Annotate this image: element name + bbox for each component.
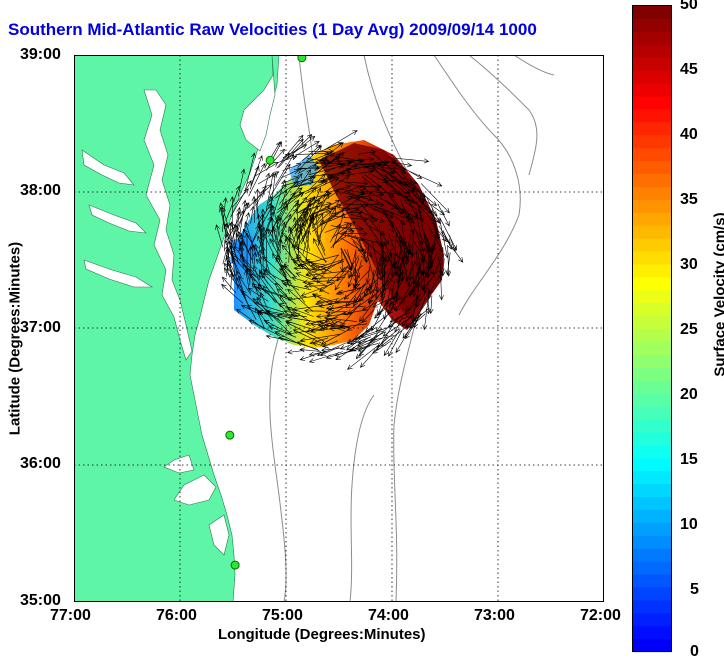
colorbar-cell xyxy=(633,199,672,213)
colorbar-tick: 20 xyxy=(680,386,698,404)
colorbar-cell xyxy=(633,509,672,523)
colorbar-cell xyxy=(633,238,672,252)
y-tick: 39:00 xyxy=(20,46,61,64)
colorbar-cell xyxy=(633,264,672,278)
colorbar-tick: 40 xyxy=(680,126,698,144)
x-axis-label: Longitude (Degrees:Minutes) xyxy=(218,626,426,643)
colorbar-cell xyxy=(633,277,672,291)
colorbar-cell xyxy=(633,574,672,588)
colorbar-cell xyxy=(633,535,672,549)
x-tick: 73:00 xyxy=(474,607,515,625)
x-tick: 75:00 xyxy=(262,607,303,625)
colorbar-cell xyxy=(633,212,672,226)
colorbar-cell xyxy=(633,367,672,381)
colorbar-cell xyxy=(633,445,672,459)
colorbar-cell xyxy=(633,613,672,627)
colorbar-cell xyxy=(633,432,672,446)
colorbar-tick: 0 xyxy=(690,643,699,661)
colorbar-cell xyxy=(633,393,672,407)
colorbar-cell xyxy=(633,290,672,304)
radar-site-marker xyxy=(298,55,306,62)
y-tick: 37:00 xyxy=(20,319,61,337)
colorbar-cell xyxy=(633,6,672,20)
colorbar-tick: 35 xyxy=(680,191,698,209)
colorbar-cell xyxy=(633,471,672,485)
colorbar-cell xyxy=(633,548,672,562)
colorbar-label: Surface Velocity (cm/s) xyxy=(712,185,724,405)
colorbar-cell xyxy=(633,626,672,640)
colorbar-cell xyxy=(633,109,672,123)
map-title: Southern Mid-Atlantic Raw Velocities (1 … xyxy=(8,20,537,40)
colorbar-tick: 30 xyxy=(680,256,698,274)
colorbar-cell xyxy=(633,303,672,317)
colorbar-cell xyxy=(633,639,672,653)
colorbar-cell xyxy=(633,173,672,187)
colorbar-cell xyxy=(633,83,672,97)
colorbar-cell xyxy=(633,316,672,330)
x-tick: 77:00 xyxy=(50,607,91,625)
colorbar-cell xyxy=(633,329,672,343)
colorbar-tick: 45 xyxy=(680,61,698,79)
colorbar-cell xyxy=(633,57,672,71)
colorbar-cell xyxy=(633,380,672,394)
x-tick: 76:00 xyxy=(156,607,197,625)
colorbar-cell xyxy=(633,122,672,136)
colorbar-cell xyxy=(633,561,672,575)
y-tick: 38:00 xyxy=(20,182,61,200)
colorbar-cell xyxy=(633,148,672,162)
radar-site-marker xyxy=(266,156,274,164)
colorbar-cell xyxy=(633,251,672,265)
colorbar-cell xyxy=(633,587,672,601)
colorbar-tick: 10 xyxy=(680,516,698,534)
y-tick: 36:00 xyxy=(20,455,61,473)
colorbar-cell xyxy=(633,161,672,175)
colorbar-cell xyxy=(633,186,672,200)
colorbar-cell xyxy=(633,44,672,58)
velocity-map xyxy=(74,55,604,602)
y-axis-label: Latitude (Degrees:Minutes) xyxy=(7,234,24,444)
colorbar-tick: 50 xyxy=(680,0,698,14)
colorbar-cell xyxy=(633,496,672,510)
colorbar-cell xyxy=(633,406,672,420)
colorbar-cell xyxy=(633,135,672,149)
colorbar-cell xyxy=(633,354,672,368)
colorbar-cell xyxy=(633,600,672,614)
x-tick: 72:00 xyxy=(580,607,621,625)
colorbar-tick: 25 xyxy=(680,321,698,339)
colorbar-cell xyxy=(633,484,672,498)
colorbar-cell xyxy=(633,458,672,472)
colorbar-cell xyxy=(633,225,672,239)
radar-site-marker xyxy=(231,561,239,569)
colorbar-cell xyxy=(633,522,672,536)
colorbar-cell xyxy=(633,419,672,433)
colorbar-tick: 5 xyxy=(690,581,699,599)
colorbar-cell xyxy=(633,70,672,84)
colorbar-cell xyxy=(633,18,672,32)
x-tick: 74:00 xyxy=(368,607,409,625)
colorbar-cell xyxy=(633,96,672,110)
radar-site-marker xyxy=(226,431,234,439)
colorbar-cell xyxy=(633,31,672,45)
colorbar-tick: 15 xyxy=(680,451,698,469)
colorbar-cell xyxy=(633,341,672,355)
colorbar xyxy=(632,5,672,653)
